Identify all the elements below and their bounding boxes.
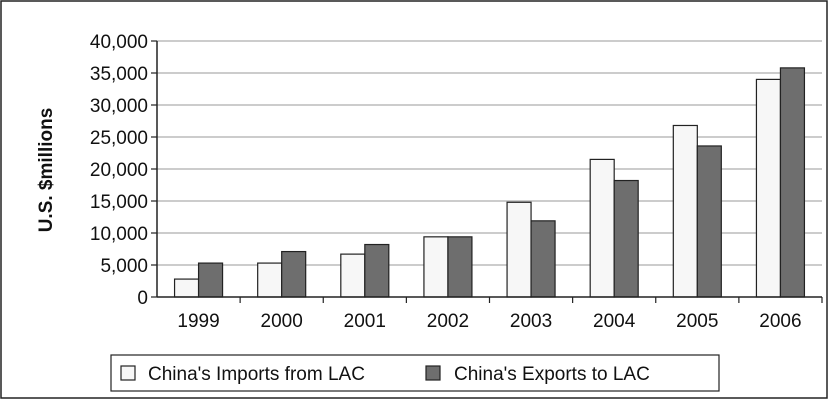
y-tick-label: 10,000 bbox=[90, 224, 148, 245]
bar-exports-2003 bbox=[530, 220, 556, 298]
legend-swatch-imports bbox=[120, 365, 136, 381]
bar-imports-2001 bbox=[340, 253, 366, 298]
y-tick-label: 15,000 bbox=[90, 192, 148, 213]
bar-imports-2003 bbox=[506, 201, 532, 298]
y-tick-label: 5,000 bbox=[100, 256, 148, 277]
bar-exports-2001 bbox=[364, 243, 390, 298]
bar-imports-1999 bbox=[173, 278, 200, 298]
x-tick-label: 2006 bbox=[759, 311, 801, 332]
x-tick-label: 2004 bbox=[593, 311, 636, 332]
bars bbox=[173, 67, 806, 298]
bar-exports-2006 bbox=[779, 67, 806, 298]
x-tick-label: 1999 bbox=[177, 311, 219, 332]
y-tick-label: 40,000 bbox=[90, 32, 148, 53]
y-tick-label: 35,000 bbox=[90, 64, 148, 85]
y-tick-label: 25,000 bbox=[90, 128, 148, 149]
bar-imports-2000 bbox=[257, 262, 283, 298]
y-tick-label: 20,000 bbox=[90, 160, 148, 181]
bar-exports-2005 bbox=[696, 145, 722, 298]
tick-labels: 0 5,000 10,000 15,000 20,000 25,000 30,000 35,0… bbox=[90, 32, 802, 332]
bar-imports-2006 bbox=[755, 78, 782, 298]
y-tick-label: 0 bbox=[137, 288, 148, 309]
legend-swatch-exports bbox=[425, 365, 441, 381]
x-tick-label: 2003 bbox=[510, 311, 552, 332]
legend-box bbox=[110, 354, 720, 392]
legend-label-imports: China's Imports from LAC bbox=[148, 364, 365, 385]
bar-imports-2004 bbox=[589, 158, 615, 298]
bar-exports-2002 bbox=[447, 236, 473, 298]
axes bbox=[151, 40, 823, 303]
legend: China's Imports from LAC China's Exports … bbox=[110, 354, 720, 392]
x-tick-label: 2005 bbox=[676, 311, 718, 332]
bar-exports-1999 bbox=[197, 262, 224, 298]
bar-imports-2005 bbox=[672, 124, 698, 298]
x-tick-label: 2000 bbox=[261, 311, 303, 332]
x-tick-label: 2001 bbox=[344, 311, 386, 332]
bar-exports-2004 bbox=[613, 179, 639, 298]
bar-imports-2002 bbox=[423, 236, 449, 298]
bar-exports-2000 bbox=[281, 250, 307, 298]
y-axis-label: U.S. $millions bbox=[36, 108, 57, 233]
legend-label-exports: China's Exports to LAC bbox=[454, 364, 650, 385]
x-tick-label: 2002 bbox=[427, 311, 469, 332]
y-tick-label: 30,000 bbox=[90, 96, 148, 117]
